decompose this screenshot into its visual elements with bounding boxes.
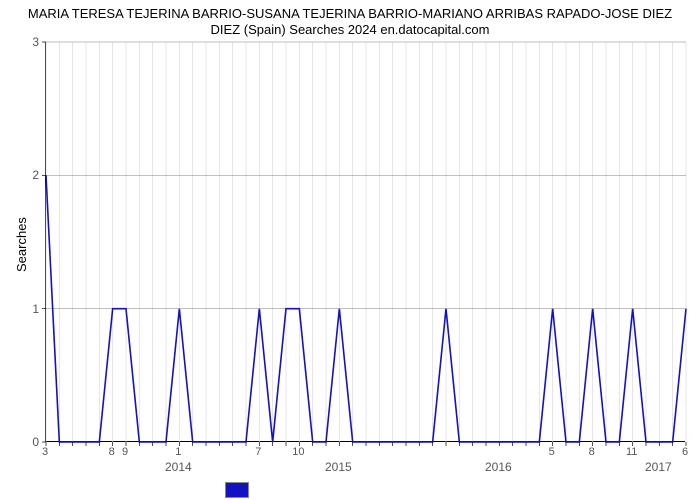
chart-container: { "chart": { "type": "line", "title_line… xyxy=(0,0,700,500)
x-tick-minor-label: 10 xyxy=(292,446,304,458)
plot-svg xyxy=(46,42,686,442)
y-tick-label: 2 xyxy=(25,168,39,182)
legend-swatch xyxy=(225,482,249,498)
y-tick-label: 1 xyxy=(25,302,39,316)
legend xyxy=(225,482,255,498)
x-tick-year-label: 2014 xyxy=(165,460,192,474)
x-tick-minor-label: 7 xyxy=(255,446,261,458)
x-tick-minor-label: 5 xyxy=(549,446,555,458)
y-axis-label: Searches xyxy=(14,217,29,272)
x-tick-minor-label: 3 xyxy=(42,446,48,458)
y-tick-label: 0 xyxy=(25,435,39,449)
chart-title-line1: MARIA TERESA TEJERINA BARRIO-SUSANA TEJE… xyxy=(0,6,700,22)
x-tick-minor-label: 1 xyxy=(175,446,181,458)
y-tick-label: 3 xyxy=(25,35,39,49)
x-tick-year-label: 2016 xyxy=(485,460,512,474)
x-tick-year-label: 2017 xyxy=(645,460,672,474)
x-tick-minor-label: 8 xyxy=(589,446,595,458)
x-tick-minor-label: 8 xyxy=(109,446,115,458)
chart-title-line2: DIEZ (Spain) Searches 2024 en.datocapita… xyxy=(0,22,700,38)
x-tick-minor-label: 9 xyxy=(122,446,128,458)
x-tick-minor-label: 6 xyxy=(682,446,688,458)
x-tick-year-label: 2015 xyxy=(325,460,352,474)
x-tick-minor-label: 11 xyxy=(626,446,637,458)
plot-area xyxy=(45,42,685,442)
